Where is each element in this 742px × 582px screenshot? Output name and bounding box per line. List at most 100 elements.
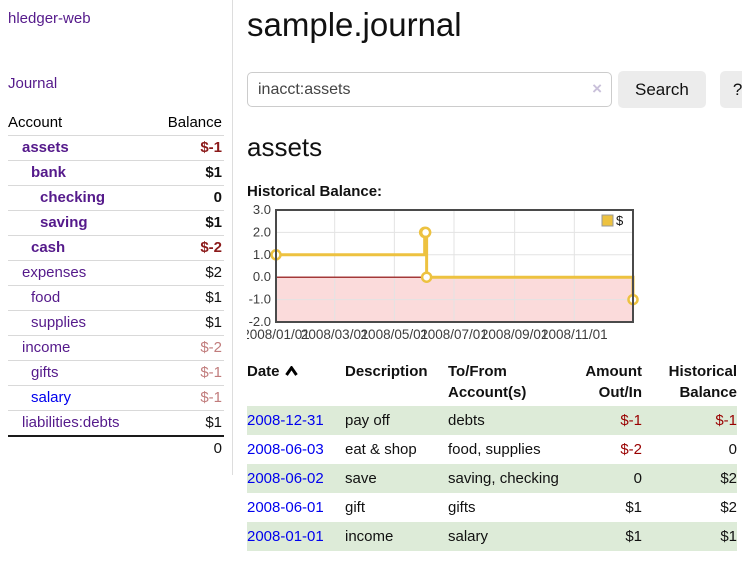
journal-link[interactable]: Journal (8, 75, 58, 92)
chart-title: Historical Balance: (247, 183, 383, 200)
y-tick-label: 2.0 (253, 224, 271, 239)
transaction-date-link[interactable]: 2008-12-31 (247, 412, 324, 429)
account-link[interactable]: expenses (22, 264, 87, 281)
account-row: liabilities:debts $1 (8, 410, 224, 436)
transaction-description: income (345, 528, 394, 545)
accounts-total-row: 0 (8, 435, 224, 461)
balance-column-header: Historical Balance (668, 363, 737, 401)
sidebar: hledger-web Journal Account Balance asse… (0, 0, 233, 475)
account-balance: $1 (151, 410, 224, 436)
account-row: gifts $-1 (8, 360, 224, 386)
account-balance: $2 (151, 260, 224, 286)
account-balance: $-1 (151, 135, 224, 161)
account-link[interactable]: supplies (31, 314, 87, 331)
account-row: expenses $2 (8, 260, 224, 286)
y-tick-label: 3.0 (253, 202, 271, 217)
accounts-table: Account Balance assets $-1 bank $1 checking 0… (8, 110, 224, 461)
account-link[interactable]: food (31, 289, 61, 306)
transaction-accounts: saving, checking (448, 470, 559, 487)
account-link[interactable]: saving (40, 214, 88, 231)
x-tick-label: 2008/07/01 (420, 327, 488, 342)
transaction-accounts: salary (448, 528, 489, 545)
plot-border (275, 209, 634, 323)
chart-marker (419, 226, 432, 239)
account-link[interactable]: gifts (31, 364, 59, 381)
legend-label: $ (616, 213, 624, 228)
help-button[interactable]: ? (719, 71, 742, 108)
account-link[interactable]: liabilities:debts (22, 414, 120, 431)
accounts-total-value: 0 (151, 435, 224, 461)
account-link[interactable]: salary (31, 389, 72, 406)
transaction-date-link[interactable]: 2008-06-02 (247, 470, 324, 487)
historical-balance-chart: $3.0 2.0 1.0 0.0 -1.0 -2.02008/01/012008/03/0… (247, 202, 639, 342)
transaction-description: eat & shop (345, 441, 417, 458)
account-row: assets $-1 (8, 135, 224, 161)
transaction-amount: $1 (625, 528, 642, 545)
y-tick-label: 1.0 (253, 247, 271, 262)
account-column-header: Account (8, 114, 63, 131)
account-link[interactable]: cash (31, 239, 66, 256)
x-tick-label: 2008/11/01 (541, 327, 608, 342)
transaction-balance: $2 (720, 499, 737, 516)
accounts-table-header: Account Balance (8, 110, 224, 136)
search-input[interactable] (247, 72, 612, 107)
account-balance: $1 (151, 310, 224, 336)
account-row: bank $1 (8, 160, 224, 186)
account-balance: $-2 (151, 335, 224, 361)
transaction-balance: $-1 (715, 412, 737, 429)
register-header-row: Date Description To/From Account(s) Amou… (247, 358, 737, 406)
balance-column-header: Balance (167, 114, 222, 131)
account-row: salary $-1 (8, 385, 224, 411)
register-table: Date Description To/From Account(s) Amou… (247, 358, 737, 551)
transaction-amount: 0 (633, 470, 642, 487)
account-link[interactable]: income (22, 339, 71, 356)
app-title: hledger-web (8, 10, 232, 27)
y-tick-label: -2.0 (249, 314, 271, 329)
account-link[interactable]: checking (40, 189, 106, 206)
account-balance: $-1 (151, 385, 224, 411)
transaction-amount: $-1 (620, 412, 642, 429)
search-form: × Search ? (247, 71, 742, 108)
transaction-accounts: food, supplies (448, 441, 541, 458)
transaction-description: gift (345, 499, 366, 516)
transaction-date-link[interactable]: 2008-01-01 (247, 528, 324, 545)
app-title-link[interactable]: hledger-web (8, 10, 91, 27)
legend-swatch (601, 214, 614, 227)
transaction-row: 2008-01-01 income salary $1 $1 (247, 522, 737, 551)
account-row: saving $1 (8, 210, 224, 236)
tofrom-column-header: To/From Account(s) (448, 363, 527, 401)
transaction-row: 2008-12-31 pay off debts $-1 $-1 (247, 406, 737, 435)
account-link[interactable]: assets (22, 139, 69, 156)
transaction-date-link[interactable]: 2008-06-01 (247, 499, 324, 516)
account-link[interactable]: bank (31, 164, 67, 181)
transaction-accounts: gifts (448, 499, 476, 516)
account-row: food $1 (8, 285, 224, 311)
account-balance: $1 (151, 285, 224, 311)
search-button[interactable]: Search (618, 71, 706, 108)
transaction-amount: $-2 (620, 441, 642, 458)
transaction-balance: 0 (728, 441, 737, 458)
clear-search-icon[interactable]: × (592, 79, 602, 98)
transaction-row: 2008-06-02 save saving, checking 0 $2 (247, 464, 737, 493)
account-balance: $1 (151, 160, 224, 186)
account-balance: 0 (151, 185, 224, 211)
sidebar-item-journal: Journal (8, 75, 232, 92)
transaction-balance: $2 (720, 470, 737, 487)
transaction-date-link[interactable]: 2008-06-03 (247, 441, 324, 458)
date-column-header[interactable]: Date (247, 358, 345, 406)
account-row: supplies $1 (8, 310, 224, 336)
transaction-balance: $1 (720, 528, 737, 545)
account-balance: $1 (151, 210, 224, 236)
account-row: income $-2 (8, 335, 224, 361)
transaction-description: pay off (345, 412, 390, 429)
x-tick-label: 2008/09/01 (481, 327, 549, 342)
amount-column-header: Amount Out/In (585, 363, 642, 401)
account-heading: assets (247, 132, 323, 162)
transaction-row: 2008-06-03 eat & shop food, supplies $-2 0 (247, 435, 737, 464)
x-tick-label: 2008/05/01 (361, 327, 429, 342)
accounts-total-spacer (8, 435, 152, 461)
account-balance: $-1 (151, 360, 224, 386)
x-tick-label: 2008/03/01 (301, 327, 369, 342)
transaction-row: 2008-06-01 gift gifts $1 $2 (247, 493, 737, 522)
